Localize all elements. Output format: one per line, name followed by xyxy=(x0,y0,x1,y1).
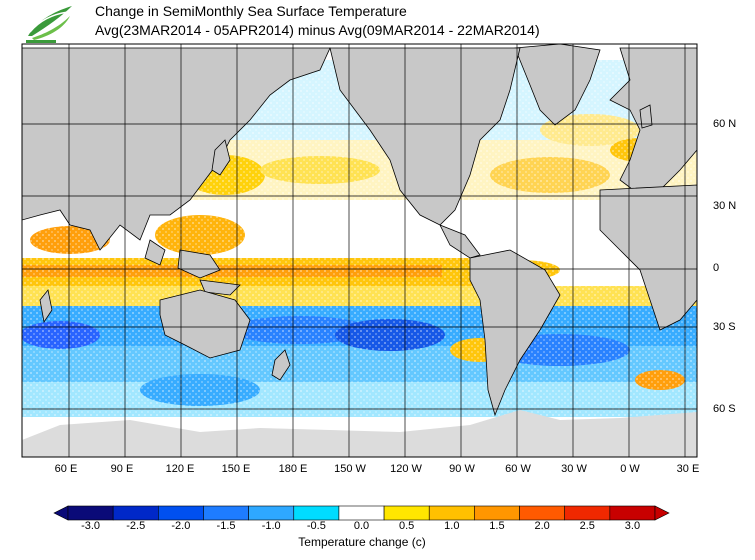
colorbar-tick-label: 2.0 xyxy=(534,520,550,532)
page-title: Change in SemiMonthly Sea Surface Temper… xyxy=(95,3,407,19)
lon-label-60e: 60 E xyxy=(54,463,78,475)
page-subtitle: Avg(23MAR2014 - 05APR2014) minus Avg(09M… xyxy=(95,22,540,38)
lon-label-180e: 180 E xyxy=(278,463,308,475)
colorbar-swatch xyxy=(203,505,249,521)
colorbar-arrow-high xyxy=(654,505,670,521)
colorbar-swatch xyxy=(474,505,520,521)
colorbar-tick-label: 0.0 xyxy=(353,520,370,532)
colorbar-swatch xyxy=(338,505,385,521)
colorbar-tick-label: -1.5 xyxy=(216,520,236,532)
lon-label-90w: 90 W xyxy=(449,463,475,475)
lat-label-0: 0 xyxy=(713,262,720,274)
lon-label-60w: 60 W xyxy=(505,463,531,475)
colorbar-swatch xyxy=(293,505,340,521)
colorbar-swatch xyxy=(519,505,565,521)
leaf-logo-icon xyxy=(26,6,72,43)
colorbar-tick-label: 1.5 xyxy=(489,520,505,532)
colorbar-tick-label: 1.0 xyxy=(444,520,460,532)
colorbar-tick-label: 3.0 xyxy=(624,520,641,532)
colorbar-arrow-low xyxy=(53,505,69,521)
lat-label-30s: 30 S xyxy=(713,321,736,333)
lat-label-60n: 60 N xyxy=(713,118,737,130)
lon-label-30e: 30 E xyxy=(676,463,700,475)
lon-label-150w: 150 W xyxy=(334,463,366,475)
lon-label-120w: 120 W xyxy=(390,463,422,475)
lat-label-60s: 60 S xyxy=(713,403,736,415)
colorbar-swatch xyxy=(248,505,295,521)
colorbar-swatch xyxy=(67,505,114,521)
lat-label-30n: 30 N xyxy=(713,200,737,212)
colorbar-tick-label: 2.5 xyxy=(579,520,595,532)
colorbar-swatch xyxy=(158,505,204,521)
colorbar-swatch xyxy=(383,505,430,521)
colorbar-swatch xyxy=(564,505,611,521)
colorbar-tick-label: -2.5 xyxy=(126,520,146,532)
lon-label-120e: 120 E xyxy=(165,463,195,475)
lon-label-0w: 0 W xyxy=(620,463,640,475)
colorbar-tick-label: -3.0 xyxy=(81,520,101,532)
lon-label-30w: 30 W xyxy=(561,463,587,475)
colorbar-swatch xyxy=(609,505,656,521)
colorbar-tick-label: -0.5 xyxy=(306,520,326,532)
colorbar-label: Temperature change (c) xyxy=(298,535,426,549)
colorbar-swatch xyxy=(112,505,159,521)
colorbar-tick-label: -2.0 xyxy=(171,520,191,532)
lon-label-90e: 90 E xyxy=(110,463,134,475)
lon-label-150e: 150 E xyxy=(221,463,251,475)
colorbar-tick-label: 0.5 xyxy=(398,520,415,532)
colorbar-swatch xyxy=(428,505,475,521)
colorbar-tick-label: -1.0 xyxy=(261,520,281,532)
